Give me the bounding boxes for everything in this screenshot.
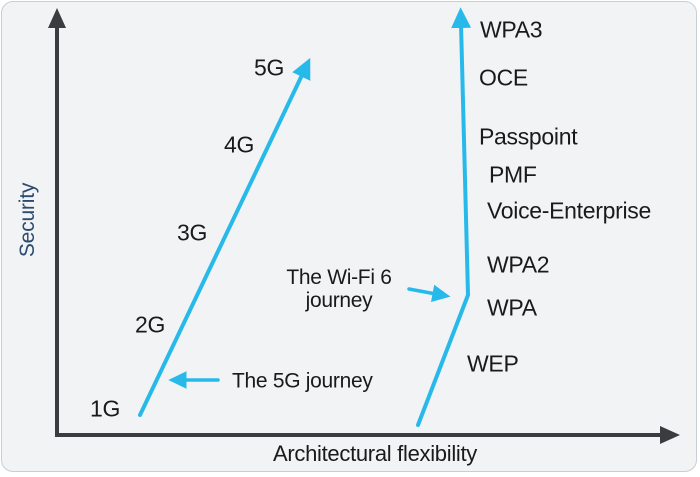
x-axis-arrowhead-icon [660,426,680,444]
wifi-journey-annotation-line1: The Wi-Fi 6 [286,266,392,289]
milestone-label-2g: 2G [134,311,166,338]
milestone-label-1g: 1G [89,395,121,422]
wifi-journey-annotation-line2: journey [305,289,373,312]
y-axis-title: Security [16,182,39,258]
milestone-label-wpa: WPA [487,294,537,321]
milestone-label-passpoint: Passpoint [479,123,578,150]
wifi-annotation-arrow-icon [407,284,451,302]
milestone-label-oce: OCE [479,64,528,91]
security-flexibility-diagram: Security Architectural flexibility 1G 2G… [2,2,696,471]
milestone-label-5g: 5G [253,54,285,81]
five-g-journey-line [138,57,311,417]
milestone-label-pmf: PMF [489,161,537,188]
wifi-journey-annotation: The Wi-Fi 6 journey [286,266,392,312]
milestone-label-wpa3: WPA3 [480,16,543,43]
milestone-label-wpa2: WPA2 [487,251,550,278]
milestone-label-wep: WEP [467,350,519,377]
y-axis-arrowhead-icon [48,8,66,28]
milestone-label-3g: 3G [176,219,208,246]
milestone-label-voice-enterprise: Voice-Enterprise [487,197,651,224]
wifi-journey-line [416,7,472,427]
x-axis-title: Architectural flexibility [272,441,478,466]
milestone-label-4g: 4G [223,131,255,158]
five-g-journey-annotation: The 5G journey [232,369,373,393]
